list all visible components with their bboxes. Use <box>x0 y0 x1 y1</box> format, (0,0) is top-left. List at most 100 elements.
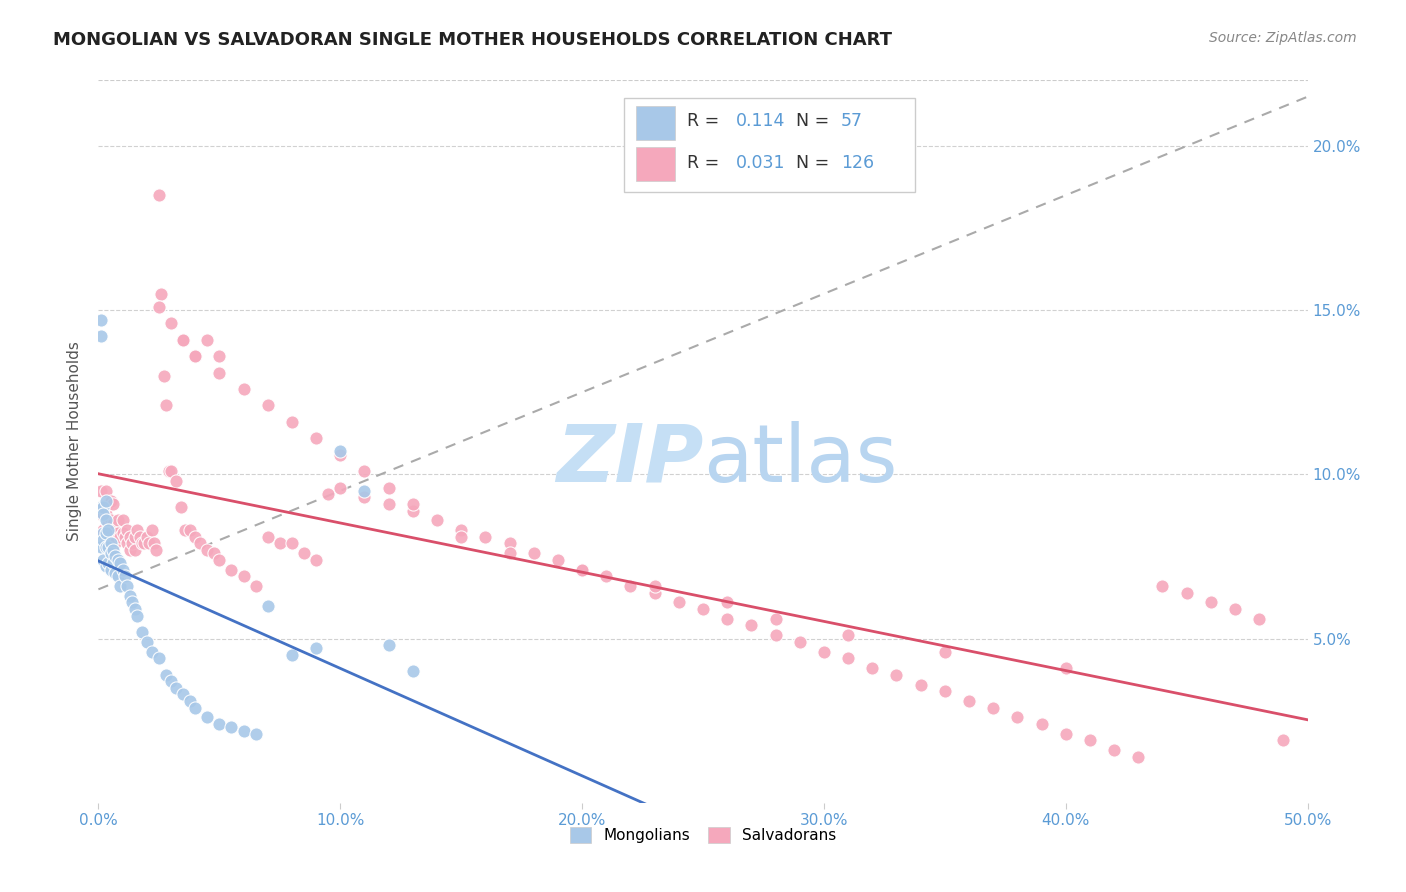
Point <box>141 645 163 659</box>
Point <box>245 579 267 593</box>
Point <box>1007 710 1029 724</box>
Point <box>934 684 956 698</box>
Point <box>160 464 183 478</box>
Point <box>97 516 120 531</box>
Point <box>329 448 352 462</box>
Point <box>114 530 136 544</box>
Point <box>155 398 177 412</box>
Point <box>595 569 617 583</box>
Point <box>134 536 156 550</box>
Point <box>157 464 180 478</box>
Text: 126: 126 <box>841 154 875 172</box>
Point <box>131 625 153 640</box>
Point <box>221 563 243 577</box>
Point <box>450 530 472 544</box>
Point <box>101 556 124 570</box>
Point <box>117 523 139 537</box>
Point <box>571 563 593 577</box>
Point <box>101 542 124 557</box>
Point <box>131 536 153 550</box>
Point <box>135 530 157 544</box>
Point <box>94 483 117 498</box>
Point <box>221 720 243 734</box>
Point <box>152 368 174 383</box>
Point <box>1249 612 1271 626</box>
Point <box>141 523 163 537</box>
Point <box>957 694 980 708</box>
Point <box>148 300 170 314</box>
Point <box>97 523 120 537</box>
Point <box>148 651 170 665</box>
Point <box>150 286 173 301</box>
Point <box>118 530 141 544</box>
Point <box>571 563 593 577</box>
Point <box>837 651 859 665</box>
Text: 57: 57 <box>841 112 863 130</box>
Point <box>94 540 117 554</box>
Point <box>118 589 141 603</box>
Point <box>1199 595 1222 609</box>
Point <box>107 513 129 527</box>
Point <box>94 513 117 527</box>
Point <box>245 727 267 741</box>
Point <box>94 493 117 508</box>
Point <box>145 542 167 557</box>
Point <box>108 530 131 544</box>
Point <box>127 523 149 537</box>
FancyBboxPatch shape <box>624 98 915 193</box>
Point <box>402 497 425 511</box>
Point <box>184 530 207 544</box>
Point <box>281 648 304 662</box>
Text: MONGOLIAN VS SALVADORAN SINGLE MOTHER HOUSEHOLDS CORRELATION CHART: MONGOLIAN VS SALVADORAN SINGLE MOTHER HO… <box>53 31 893 49</box>
Point <box>104 566 127 580</box>
Point <box>1054 727 1077 741</box>
Point <box>124 542 146 557</box>
Point <box>172 333 194 347</box>
Point <box>232 723 254 738</box>
Point <box>174 523 197 537</box>
Point <box>91 526 114 541</box>
Point <box>1272 733 1295 747</box>
Point <box>740 618 762 632</box>
Point <box>117 536 139 550</box>
Point <box>329 444 352 458</box>
Point <box>97 556 120 570</box>
Point <box>184 349 207 363</box>
Point <box>195 542 218 557</box>
Point <box>668 595 690 609</box>
Point <box>329 481 352 495</box>
Point <box>94 559 117 574</box>
Point <box>402 665 425 679</box>
Point <box>111 526 134 541</box>
Point <box>644 585 666 599</box>
Point <box>114 569 136 583</box>
Point <box>169 500 191 515</box>
Point <box>160 316 183 330</box>
Point <box>619 579 641 593</box>
Point <box>111 513 134 527</box>
Point <box>934 645 956 659</box>
Point <box>765 628 787 642</box>
Point <box>118 542 141 557</box>
Point <box>172 333 194 347</box>
Point <box>172 687 194 701</box>
Point <box>450 523 472 537</box>
Point <box>107 569 129 583</box>
Point <box>91 523 114 537</box>
Point <box>232 569 254 583</box>
Point <box>498 536 520 550</box>
Point <box>305 431 328 445</box>
Point <box>232 382 254 396</box>
Legend: Mongolians, Salvadorans: Mongolians, Salvadorans <box>564 822 842 849</box>
Point <box>94 507 117 521</box>
Point <box>789 635 811 649</box>
Text: N =: N = <box>796 154 835 172</box>
Point <box>256 398 278 412</box>
Point <box>100 493 122 508</box>
Point <box>765 612 787 626</box>
Point <box>195 710 218 724</box>
Point <box>107 553 129 567</box>
Point <box>523 546 546 560</box>
Point <box>138 536 160 550</box>
Text: R =: R = <box>688 154 725 172</box>
